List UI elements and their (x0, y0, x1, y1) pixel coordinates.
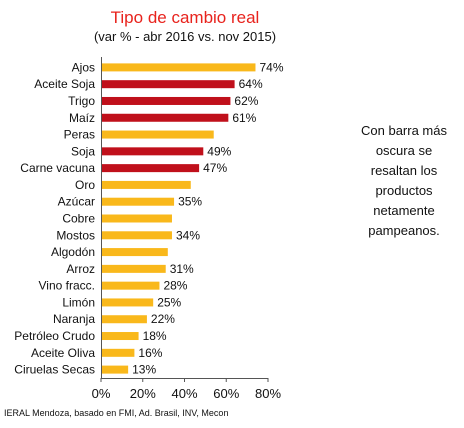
category-label: Ajos (72, 60, 95, 74)
bar-4 (101, 130, 214, 139)
source-note: IERAL Mendoza, basado en FMI, Ad. Brasil… (4, 408, 229, 418)
bar-5 (101, 147, 204, 156)
category-label: Cobre (62, 212, 95, 226)
category-label: Soja (71, 144, 95, 158)
category-label: Aceite Soja (34, 77, 95, 91)
data-label: 18% (143, 329, 167, 343)
x-tick-label: 60% (213, 386, 239, 401)
x-tick-label: 40% (171, 386, 197, 401)
category-label: Azúcar (58, 195, 95, 209)
bar-9 (101, 214, 172, 223)
x-tick-label: 0% (92, 386, 111, 401)
bar-6 (101, 164, 200, 173)
category-label: Naranja (53, 312, 95, 326)
data-label: 61% (232, 111, 256, 125)
data-label: 34% (176, 228, 200, 242)
bar-11 (101, 248, 168, 257)
category-label: Limón (62, 295, 95, 309)
bar-15 (101, 315, 147, 324)
data-label: 47% (203, 161, 227, 175)
category-label: Oro (75, 178, 95, 192)
data-label: 74% (259, 60, 283, 74)
x-tick-label: 20% (130, 386, 156, 401)
bar-2 (101, 96, 231, 105)
chart-subtitle: (var % - abr 2016 vs. nov 2015) (93, 29, 277, 44)
category-label: Algodón (51, 245, 95, 259)
data-label: 35% (178, 195, 202, 209)
category-label: Arroz (66, 262, 95, 276)
category-label: Trigo (68, 94, 95, 108)
category-label: Ciruelas Secas (14, 363, 95, 377)
bar-12 (101, 264, 166, 273)
category-label: Maíz (69, 111, 95, 125)
side-note: Con barra más oscura se resaltan los pro… (361, 123, 447, 238)
category-label: Carne vacuna (20, 161, 95, 175)
bar-17 (101, 348, 135, 357)
x-tick-label: 80% (255, 386, 281, 401)
data-label: 28% (163, 279, 187, 293)
bar-3 (101, 113, 229, 122)
bar-8 (101, 197, 175, 206)
bar-7 (101, 180, 191, 189)
category-label: Peras (64, 128, 95, 142)
bar-1 (101, 80, 235, 89)
category-label: Mostos (56, 228, 95, 242)
bar-13 (101, 281, 160, 290)
data-label: 64% (239, 77, 263, 91)
bar-14 (101, 298, 154, 307)
category-label: Vino fracc. (39, 279, 95, 293)
bar-10 (101, 231, 172, 240)
data-label: 22% (151, 312, 175, 326)
bar-0 (101, 63, 256, 72)
data-label: 25% (157, 295, 181, 309)
bar-16 (101, 332, 139, 341)
bar-18 (101, 365, 129, 374)
category-label: Petróleo Crudo (14, 329, 95, 343)
data-label: 13% (132, 363, 156, 377)
category-label: Aceite Oliva (31, 346, 95, 360)
data-label: 16% (138, 346, 162, 360)
chart-title: Tipo de cambio real (110, 8, 260, 27)
data-label: 62% (234, 94, 258, 108)
data-label: 49% (207, 144, 231, 158)
data-label: 31% (170, 262, 194, 276)
